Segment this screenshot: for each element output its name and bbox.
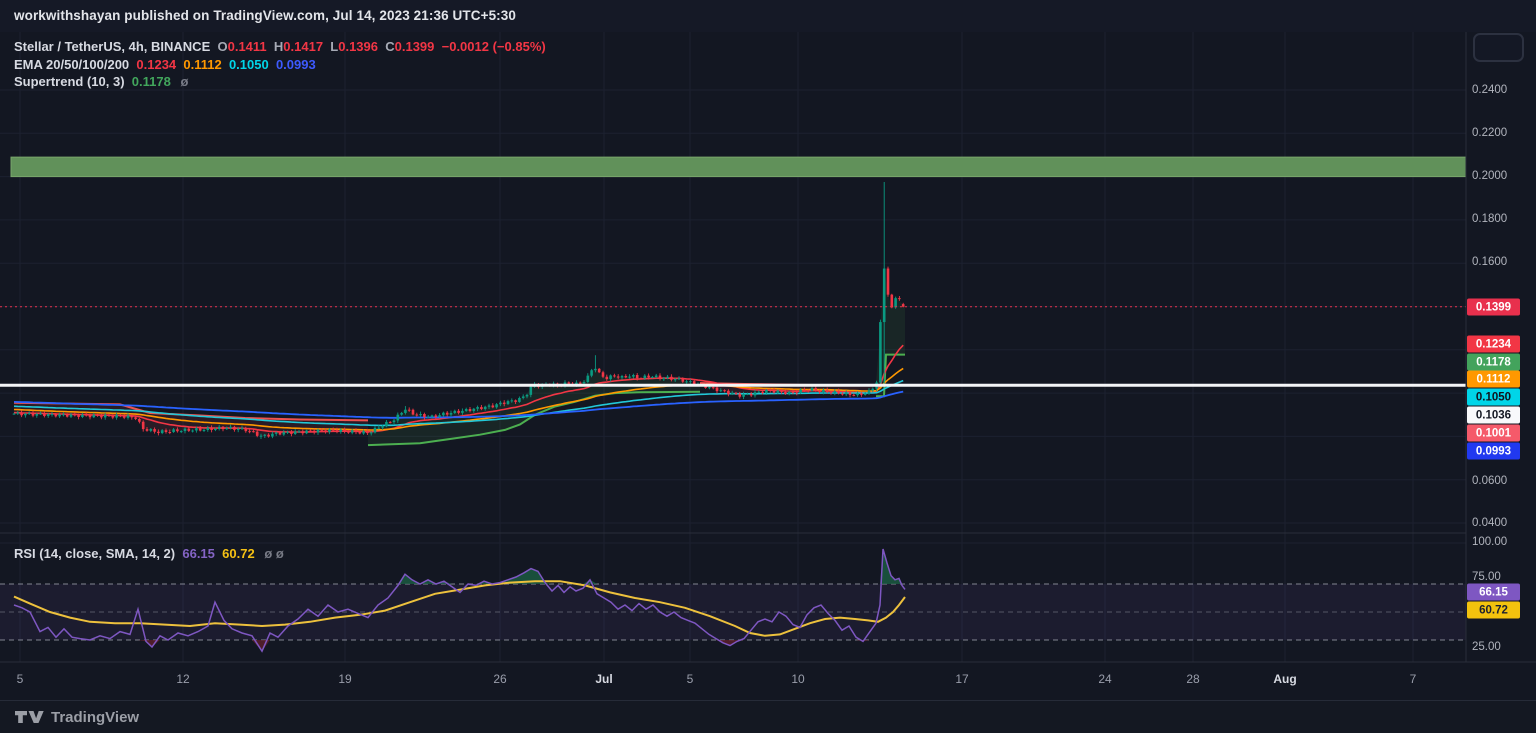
time-tick-label: 24	[1098, 672, 1112, 686]
price-label-chip: 0.1234	[1467, 335, 1520, 353]
time-tick-label: Jul	[595, 672, 613, 686]
ema-title: EMA 20/50/100/200	[14, 56, 130, 72]
ema200-value: 0.0993	[275, 56, 316, 72]
supertrend-legend-row[interactable]: Supertrend (10, 3) 0.1178 ø	[14, 73, 546, 91]
axis-tick-label: 0.1800	[1472, 213, 1508, 225]
axis-tick-label: 0.2200	[1472, 127, 1508, 139]
price-label-chip: 0.1036	[1467, 406, 1520, 424]
hidden-eyes-icons[interactable]: ø ø	[264, 546, 284, 561]
high-label: H	[273, 39, 284, 54]
time-tick-label: 7	[1409, 672, 1417, 686]
chart-legend: Stellar / TetherUS, 4h, BINANCE O0.1411 …	[14, 38, 546, 91]
high-value: 0.1417	[283, 39, 324, 54]
axis-tick-label: 75.00	[1472, 571, 1501, 583]
close-label: C	[385, 39, 395, 54]
price-label-chip: 60.72	[1467, 601, 1520, 619]
axis-tick-label: 0.2400	[1472, 84, 1508, 96]
tradingview-brand-text: TradingView	[51, 708, 140, 726]
supertrend-title: Supertrend (10, 3)	[14, 74, 125, 89]
publish-info-text: workwithshayan published on TradingView.…	[14, 8, 516, 23]
tradingview-logo-icon	[15, 711, 44, 723]
chart-area[interactable]: Stellar / TetherUS, 4h, BINANCE O0.1411 …	[0, 32, 1536, 700]
low-label: L	[330, 39, 339, 54]
tradingview-logo[interactable]: TradingView	[14, 708, 139, 726]
change-value: −0.0012 (−0.85%)	[441, 39, 546, 54]
time-tick-label: 19	[338, 672, 352, 686]
ema100-value: 0.1050	[228, 56, 269, 72]
time-tick-label: 5	[686, 672, 694, 686]
time-tick-label: 28	[1186, 672, 1200, 686]
price-label-chip: 66.15	[1467, 583, 1520, 601]
price-label-chip: 0.1178	[1467, 353, 1520, 371]
price-label-chip: 0.1399	[1467, 298, 1520, 316]
time-tick-label: 17	[955, 672, 969, 686]
open-label: O	[217, 39, 228, 54]
hidden-eye-icon[interactable]: ø	[180, 74, 189, 89]
time-tick-label: 26	[493, 672, 507, 686]
time-tick-label: Aug	[1273, 672, 1297, 686]
time-tick-label: 12	[176, 672, 190, 686]
rsi-title: RSI (14, close, SMA, 14, 2)	[14, 546, 176, 561]
axis-tick-label: 100.00	[1472, 536, 1508, 548]
price-scale-settings-box[interactable]	[1473, 33, 1524, 62]
symbol-title: Stellar / TetherUS, 4h, BINANCE	[14, 39, 211, 54]
time-axis[interactable]: 5 12 19 26 Jul 5 10 17 24 28 Aug 7	[0, 662, 1466, 700]
low-value: 0.1396	[338, 39, 378, 54]
axis-tick-label: 0.1600	[1472, 256, 1508, 268]
axis-tick-label: 0.2000	[1472, 170, 1508, 182]
close-value: 0.1399	[394, 39, 435, 54]
time-tick-label: 5	[16, 672, 24, 686]
symbol-legend-row[interactable]: Stellar / TetherUS, 4h, BINANCE O0.1411 …	[14, 38, 546, 56]
price-label-chip: 0.0993	[1467, 442, 1520, 460]
rsi-value: 66.15	[182, 546, 215, 561]
ema-legend-row[interactable]: EMA 20/50/100/200 0.1234 0.1112 0.1050 0…	[14, 56, 546, 74]
chart-canvas[interactable]	[0, 32, 1536, 700]
axis-tick-label: 0.0600	[1472, 475, 1508, 487]
axis-tick-label: 0.0400	[1472, 517, 1508, 529]
publish-info-bar: workwithshayan published on TradingView.…	[0, 0, 1536, 32]
rsi-ma-value: 60.72	[222, 546, 255, 561]
ema20-value: 0.1234	[136, 56, 177, 72]
open-value: 0.1411	[227, 39, 267, 54]
price-label-chip: 0.1001	[1467, 424, 1520, 442]
time-tick-label: 10	[791, 672, 805, 686]
rsi-legend-row[interactable]: RSI (14, close, SMA, 14, 2) 66.15 60.72 …	[14, 546, 284, 561]
price-label-chip: 0.1050	[1467, 388, 1520, 406]
price-label-chip: 0.1112	[1467, 370, 1520, 388]
supertrend-value: 0.1178	[131, 74, 171, 89]
ema50-value: 0.1112	[183, 56, 222, 72]
axis-tick-label: 25.00	[1472, 641, 1501, 653]
tradingview-footer: TradingView	[0, 700, 1536, 733]
